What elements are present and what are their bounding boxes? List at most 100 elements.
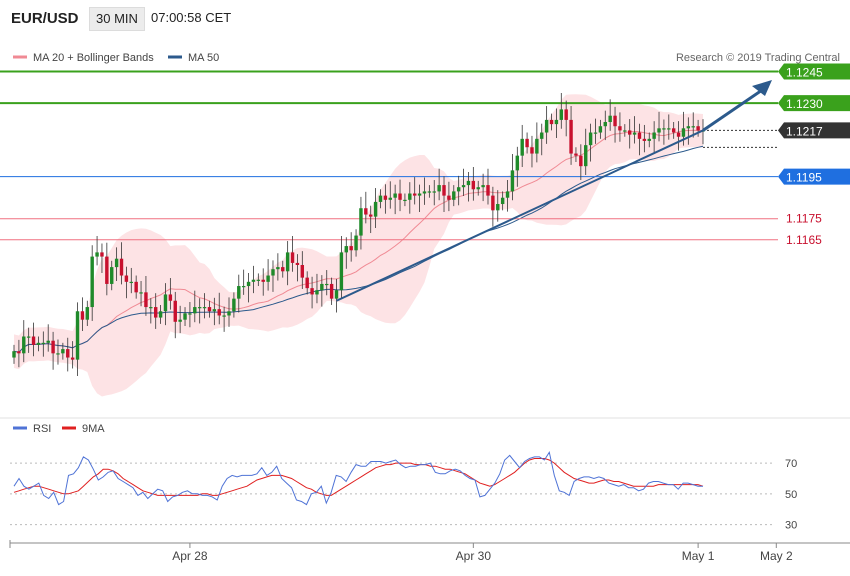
candle-body (657, 128, 661, 133)
candle-body (26, 336, 31, 338)
candle-body (80, 311, 85, 320)
candle-body (51, 340, 55, 354)
candle-body (90, 256, 94, 308)
resistance-tag-1.1230 (778, 95, 850, 112)
candle-body (188, 313, 192, 315)
candle-body (124, 275, 129, 282)
candle-body (75, 311, 80, 360)
candle-body (500, 197, 505, 205)
trendline (336, 129, 704, 302)
candle-body (95, 252, 99, 257)
candle-body (412, 193, 417, 196)
candle-body (598, 126, 603, 133)
candle-body (525, 138, 529, 148)
candle-body (564, 109, 568, 120)
candle-body (290, 252, 295, 263)
candle-body (544, 119, 549, 133)
candle-body (17, 351, 21, 354)
candle-body (310, 288, 314, 295)
candle-body (237, 286, 241, 299)
ma50-line (13, 145, 704, 353)
candle-body (471, 180, 476, 190)
candle-body (158, 311, 163, 318)
candle-body (339, 252, 344, 291)
candle-body (676, 132, 681, 137)
candle-body (452, 191, 456, 200)
candle-body (168, 294, 173, 301)
candle-body (623, 130, 627, 132)
candle-body (22, 336, 26, 354)
candle-body (588, 132, 593, 146)
resistance-tag-1.1245 (778, 63, 850, 80)
candle-body (535, 138, 539, 154)
candle-body (373, 201, 378, 217)
candle-body (662, 128, 666, 130)
current-price-label: 1.1217 (786, 124, 823, 138)
candle-body (486, 185, 490, 196)
bollinger-band-fill (14, 94, 703, 397)
candle-body (554, 119, 559, 125)
candle-body (691, 126, 695, 128)
level-label-1.1165: 1.1165 (786, 233, 822, 247)
rsi-line (13, 451, 703, 506)
candle-body (227, 311, 231, 316)
rsi-9ma-line (13, 458, 704, 496)
candle-body (105, 256, 109, 284)
candle-body (613, 115, 617, 127)
symbol-label: EUR/USD (11, 10, 79, 27)
candle-body (56, 353, 60, 355)
candle-body (530, 147, 534, 154)
candle-body (349, 246, 353, 251)
candle-body (285, 252, 290, 272)
candle-body (510, 170, 515, 192)
candle-body (559, 109, 564, 120)
support-label-1.1195: 1.1195 (786, 171, 822, 185)
x-axis-label: May 2 (760, 549, 793, 563)
candle-body (110, 267, 114, 284)
current-price-tag (778, 122, 850, 139)
candle-body (61, 349, 65, 354)
resistance-label-1.1230: 1.1230 (786, 97, 823, 111)
legend-ma20-label: MA 20 + Bollinger Bands (33, 52, 154, 64)
candle-body (632, 132, 637, 135)
candle-body (491, 195, 495, 211)
candle-body (408, 193, 412, 200)
candle-body (197, 307, 202, 309)
ma20-line (13, 129, 704, 353)
candle-body (129, 281, 133, 284)
support-tag-1.1195 (778, 168, 850, 185)
candle-body (652, 132, 656, 139)
candle-body (66, 349, 70, 358)
candle-body (36, 342, 41, 345)
candle-body (31, 336, 36, 345)
candle-body (481, 185, 485, 188)
timeframe-button[interactable]: 30 MIN (89, 7, 145, 31)
candle-body (520, 138, 524, 156)
candle-body (569, 119, 573, 154)
candle-body (12, 351, 16, 358)
projection-arrowhead (752, 80, 772, 96)
candle-body (246, 281, 251, 287)
candle-body (276, 267, 280, 270)
candle-body (119, 258, 124, 276)
legend-rsi-label: RSI (33, 423, 51, 435)
candle-body (70, 357, 75, 360)
candle-body (207, 307, 212, 312)
candle-body (398, 193, 402, 200)
candle-body (417, 193, 422, 196)
candle-body (461, 185, 466, 188)
candle-body (149, 307, 153, 309)
candle-body (378, 195, 383, 202)
candle-body (300, 265, 305, 278)
candle-body (144, 292, 148, 308)
time-label: 07:00:58 CET (151, 10, 232, 25)
candle-body (383, 195, 388, 200)
candle-body (222, 315, 226, 317)
candle-body (686, 126, 691, 129)
candle-body (153, 307, 158, 318)
candle-body (320, 283, 324, 291)
candle-body (496, 204, 500, 211)
candle-body (642, 138, 647, 141)
candle-body (466, 180, 471, 186)
